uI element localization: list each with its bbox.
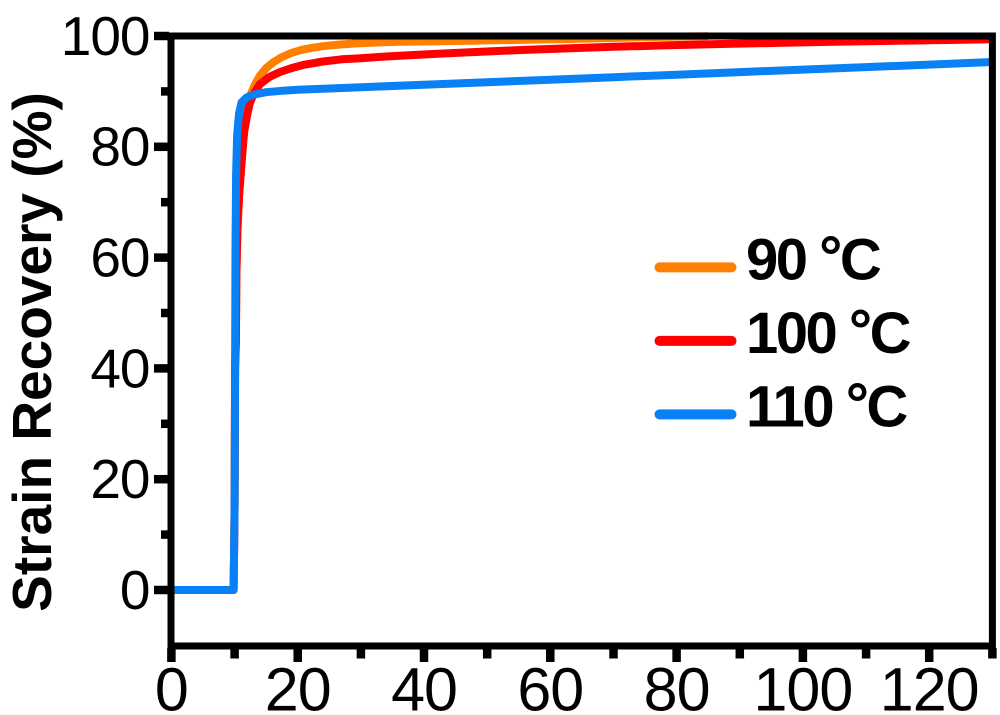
svg-text:0: 0 (120, 559, 150, 621)
svg-text:80: 80 (90, 116, 149, 178)
svg-text:40: 40 (90, 337, 149, 399)
svg-text:100 °C: 100 °C (746, 298, 911, 366)
svg-text:120: 120 (880, 656, 979, 715)
svg-text:110 °C: 110 °C (746, 372, 907, 440)
svg-text:0: 0 (155, 656, 188, 715)
svg-text:100: 100 (61, 5, 150, 67)
svg-text:60: 60 (90, 227, 149, 289)
svg-text:20: 20 (265, 656, 331, 715)
svg-text:60: 60 (517, 656, 583, 715)
svg-text:90 °C: 90 °C (746, 225, 881, 293)
svg-text:40: 40 (391, 656, 457, 715)
svg-text:80: 80 (644, 656, 710, 715)
svg-text:20: 20 (90, 448, 149, 510)
svg-text:100: 100 (754, 656, 853, 715)
svg-text:Strain Recovery (%): Strain Recovery (%) (1, 92, 63, 612)
